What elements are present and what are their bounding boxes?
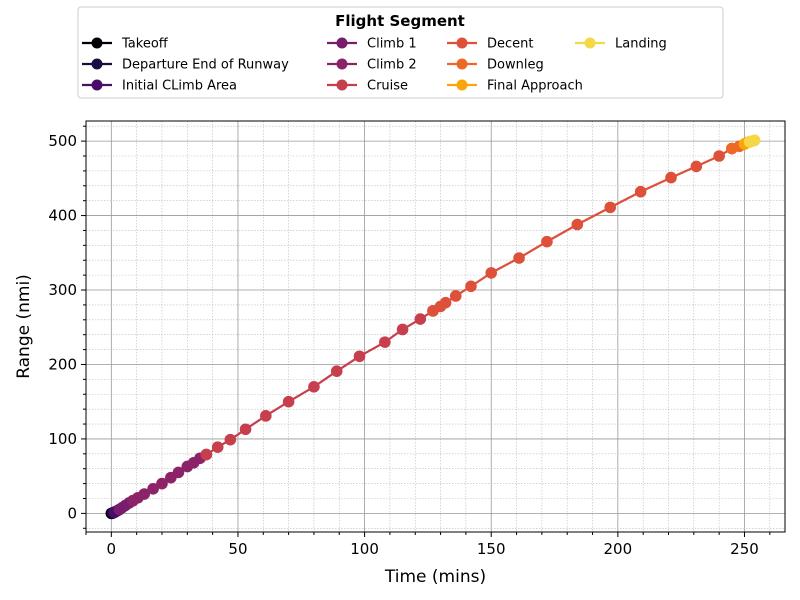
data-point-cruise (354, 350, 366, 362)
legend-label: Cruise (367, 79, 408, 94)
y-tick-label: 400 (48, 207, 77, 225)
data-point-decent (513, 252, 525, 264)
series-line-decent (433, 149, 732, 311)
data-point-cruise (283, 396, 295, 408)
legend-title: Flight Segment (335, 12, 465, 30)
plot-series (106, 135, 761, 520)
legend-swatch-marker (457, 80, 468, 91)
data-point-cruise (308, 381, 320, 393)
data-point-decent (572, 219, 584, 231)
series-cruise (200, 305, 438, 460)
x-tick-label: 200 (604, 540, 633, 558)
data-point-decent (665, 172, 677, 184)
y-tick-label: 0 (67, 504, 77, 522)
data-point-cruise (397, 324, 409, 336)
legend-swatch-marker (457, 38, 468, 49)
series-landing (744, 135, 761, 148)
legend-label: Climb 1 (367, 37, 417, 52)
legend-label: Final Approach (487, 79, 583, 94)
legend-swatch-marker (92, 38, 103, 49)
data-point-decent (541, 236, 553, 248)
legend-label: Departure End of Runway (122, 58, 289, 73)
data-point-decent (604, 202, 616, 214)
data-point-decent (440, 297, 452, 309)
legend-swatch-marker (337, 80, 348, 91)
legend-swatch-marker (337, 38, 348, 49)
x-tick-label: 50 (228, 540, 247, 558)
x-tick-label: 150 (477, 540, 506, 558)
x-tick-label: 250 (730, 540, 759, 558)
x-tick-label: 0 (107, 540, 117, 558)
legend-label: Decent (487, 37, 534, 52)
data-point-cruise (260, 410, 272, 422)
legend-label: Climb 2 (367, 58, 417, 73)
data-point-decent (691, 161, 703, 173)
legend-swatch-marker (337, 59, 348, 70)
data-point-decent (713, 150, 725, 162)
data-point-cruise (225, 434, 237, 446)
data-point-decent (485, 267, 497, 279)
data-point-cruise (212, 441, 224, 453)
data-point-cruise (240, 423, 252, 435)
legend-swatch-marker (457, 59, 468, 70)
y-tick-label: 100 (48, 430, 77, 448)
legend-label: Landing (615, 37, 667, 52)
legend: Flight Segment Takeoff Departure End of R… (78, 7, 723, 98)
data-point-landing (749, 135, 761, 147)
x-tick-label: 100 (350, 540, 379, 558)
y-tick-label: 200 (48, 355, 77, 373)
legend-label: Initial CLimb Area (122, 79, 237, 94)
data-point-cruise (379, 336, 391, 348)
data-point-decent (465, 280, 477, 292)
legend-swatch-marker (585, 38, 596, 49)
y-tick-label: 300 (48, 281, 77, 299)
data-point-cruise (200, 449, 212, 461)
legend-label: Downleg (487, 58, 544, 73)
series-climb-2 (127, 449, 212, 507)
legend-swatch-marker (92, 59, 103, 70)
data-point-decent (450, 290, 462, 302)
legend-label: Takeoff (121, 37, 169, 52)
y-tick-label: 500 (48, 132, 77, 150)
data-point-decent (635, 186, 647, 198)
legend-swatch-marker (92, 80, 103, 91)
x-axis-title: Time (mins) (384, 567, 486, 587)
data-point-cruise (415, 313, 427, 325)
data-point-cruise (331, 365, 343, 377)
y-axis-title: Range (nmi) (14, 274, 34, 379)
series-decent (427, 143, 737, 317)
